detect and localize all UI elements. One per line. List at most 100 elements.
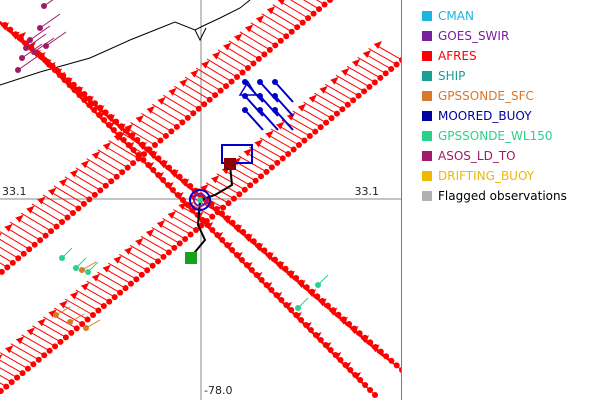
afres-observation-dot: [117, 289, 124, 296]
afres-observation-dot: [217, 87, 224, 94]
afres-wind-flag: [265, 252, 274, 261]
afres-observation-dot: [361, 88, 368, 95]
afres-wind-flag: [117, 123, 126, 132]
afres-wind-flag: [297, 280, 306, 288]
afres-observation-dot: [274, 159, 281, 166]
storm-position-marker-south[interactable]: [185, 252, 197, 264]
asos-wind-barb: [17, 55, 39, 71]
afres-wind-flag: [374, 41, 382, 49]
legend-item[interactable]: DRIFTING_BUOY: [422, 166, 598, 186]
afres-wind-flag: [96, 112, 105, 120]
legend-item[interactable]: SHIP: [422, 66, 598, 86]
moored-observation-dot: [257, 93, 263, 99]
legend-item[interactable]: MOORED_BUOY: [422, 106, 598, 126]
afres-wind-flag: [319, 85, 328, 94]
afres-wind-flag: [274, 292, 283, 300]
afres-wind-flag: [308, 94, 317, 103]
asos-observations[interactable]: [15, 0, 67, 73]
asos-observation-dot: [31, 49, 37, 55]
afres-wind-flag: [85, 96, 94, 104]
afres-observation-dot: [9, 259, 16, 266]
afres-wind-flag: [0, 354, 3, 360]
afres-wind-flag: [57, 72, 66, 80]
afres-observation-dot: [323, 119, 330, 126]
afres-wind-flag: [124, 246, 133, 255]
afres-wind-barb: [335, 74, 365, 92]
afres-wind-flag: [15, 214, 24, 223]
storm-center-ring-inner: [193, 193, 207, 207]
afres-wind-flag: [333, 352, 342, 360]
legend-item[interactable]: CMAN: [422, 6, 598, 26]
afres-wind-flag: [59, 178, 68, 187]
afres-observation-dot: [130, 160, 137, 167]
afres-observations[interactable]: [0, 0, 402, 399]
storm-center-dot: [197, 197, 203, 203]
afres-wind-flag: [75, 86, 84, 95]
storm-position-marker-north[interactable]: [224, 158, 236, 170]
map-panel[interactable]: 33.1 33.1 -78.0: [0, 0, 402, 400]
afres-wind-flag: [26, 205, 35, 214]
afres-observation-dot: [306, 133, 313, 140]
gpssonde-sfc-observation-dot: [83, 325, 89, 331]
afres-observation-dot: [247, 182, 254, 189]
afres-observation-dot: [225, 200, 232, 207]
afres-observation-dot: [371, 79, 378, 86]
afres-wind-barb: [0, 246, 19, 259]
legend-swatch-icon: [422, 191, 432, 201]
afres-wind-barb: [184, 76, 216, 96]
afres-observation-dot: [3, 383, 10, 390]
afres-wind-flag: [102, 264, 111, 273]
afres-wind-barb: [250, 22, 282, 42]
afres-wind-barb: [140, 235, 170, 253]
afres-observation-dot: [236, 191, 243, 198]
afres-wind-flag: [48, 309, 57, 318]
afres-wind-flag: [77, 92, 86, 100]
afres-wind-flag: [223, 215, 232, 224]
afres-wind-flag: [64, 77, 73, 86]
legend-item[interactable]: GPSSONDE_WL150: [422, 126, 598, 146]
afres-wind-flag: [18, 32, 26, 40]
observation-map[interactable]: [0, 0, 402, 400]
afres-observation-dot: [252, 177, 259, 184]
afres-wind-barb: [173, 85, 205, 105]
moored-buoy-observations[interactable]: [221, 79, 294, 164]
gpssonde-observation-dot: [315, 282, 321, 288]
legend-item[interactable]: Flagged observations: [422, 186, 598, 206]
afres-wind-flag: [116, 132, 125, 140]
afres-observation-dot: [122, 285, 129, 292]
afres-wind-barb: [368, 48, 397, 65]
storm-center-ring-outer[interactable]: [189, 189, 211, 211]
afres-wind-flag: [211, 175, 220, 184]
legend-item[interactable]: GPSSONDE_SFC: [422, 86, 598, 106]
afres-wind-barb: [217, 49, 249, 69]
afres-wind-flag: [70, 169, 79, 178]
afres-wind-flag: [157, 219, 166, 228]
afres-wind-flag: [81, 282, 90, 291]
legend-item[interactable]: AFRES: [422, 46, 598, 66]
moored-observation-dot: [257, 107, 263, 113]
afres-observation-dot: [133, 276, 140, 283]
legend-item[interactable]: GOES_SWIR: [422, 26, 598, 46]
moored-observation-dot: [242, 107, 248, 113]
afres-wind-flag: [200, 184, 209, 193]
afres-observation-dot: [241, 186, 248, 193]
afres-wind-flag: [179, 78, 188, 87]
afres-observation-dot: [24, 365, 31, 372]
afres-wind-barb: [31, 203, 63, 223]
afres-wind-flag: [256, 15, 265, 24]
afres-observation-dot: [316, 6, 323, 13]
afres-wind-barb: [316, 0, 325, 5]
afres-wind-barb: [195, 67, 227, 87]
asos-observation-dot: [41, 3, 47, 9]
afres-observation-dot: [382, 70, 389, 77]
afres-observation-dot: [138, 271, 145, 278]
afres-observation-dot: [141, 151, 148, 158]
afres-wind-flag: [223, 42, 232, 51]
legend-item[interactable]: ASOS_LD_TO: [422, 146, 598, 166]
afres-wind-barb: [108, 140, 139, 160]
legend-swatch-icon: [422, 11, 432, 21]
afres-wind-flag: [353, 372, 361, 380]
gpssonde-observations[interactable]: [53, 247, 329, 331]
afres-observation-dot: [310, 10, 317, 17]
afres-observation-dot: [53, 223, 60, 230]
